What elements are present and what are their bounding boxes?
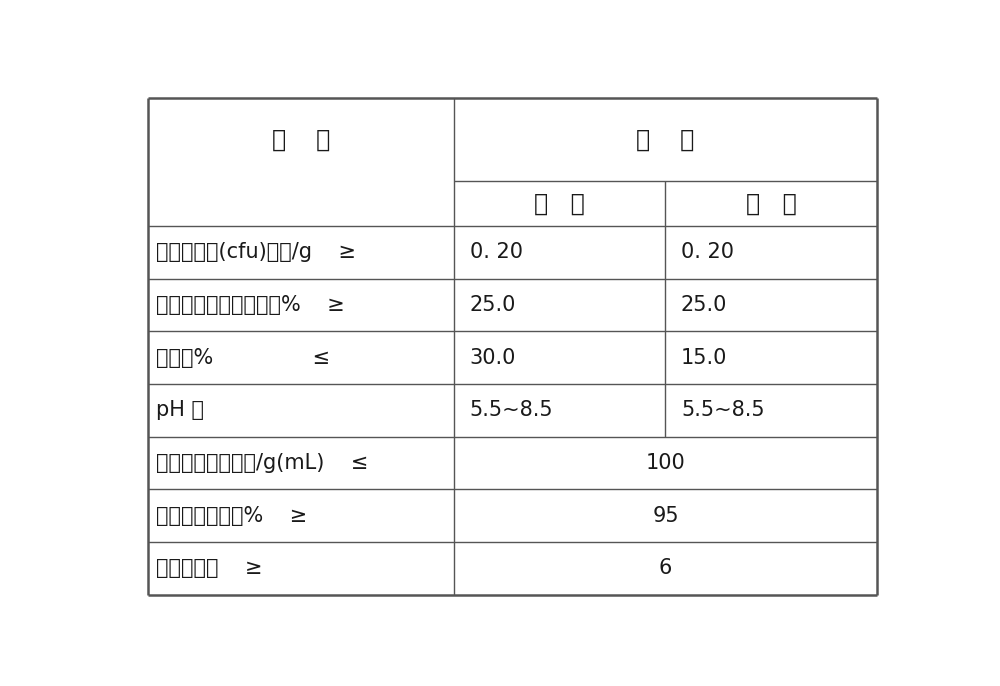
Text: pH 值: pH 值: [156, 401, 204, 421]
Text: 25.0: 25.0: [470, 295, 516, 315]
Text: 6: 6: [659, 558, 672, 578]
Text: 螄虫卵死亡率，%    ≥: 螄虫卵死亡率，% ≥: [156, 506, 307, 525]
Text: 有机质（以干基计），%    ≥: 有机质（以干基计），% ≥: [156, 295, 345, 315]
Text: 项    目: 项 目: [272, 128, 330, 152]
Text: 有效期，月    ≥: 有效期，月 ≥: [156, 558, 262, 578]
Text: 100: 100: [646, 453, 685, 473]
Text: 水分，%               ≤: 水分，% ≤: [156, 348, 330, 368]
Text: 30.0: 30.0: [470, 348, 516, 368]
Text: 15.0: 15.0: [681, 348, 727, 368]
Text: 0. 20: 0. 20: [681, 242, 734, 262]
Text: 颗   粒: 颗 粒: [746, 191, 796, 215]
Text: 粉   剂: 粉 剂: [534, 191, 585, 215]
Text: 粪大肠菌群数，个/g(mL)    ≤: 粪大肠菌群数，个/g(mL) ≤: [156, 453, 368, 473]
Text: 0. 20: 0. 20: [470, 242, 523, 262]
Text: 5.5~8.5: 5.5~8.5: [681, 401, 765, 421]
Text: 25.0: 25.0: [681, 295, 727, 315]
Text: 有效活菌数(cfu)，亿/g    ≥: 有效活菌数(cfu)，亿/g ≥: [156, 242, 356, 262]
Text: 5.5~8.5: 5.5~8.5: [470, 401, 553, 421]
Text: 95: 95: [652, 506, 679, 525]
Text: 剂    型: 剂 型: [636, 128, 695, 152]
